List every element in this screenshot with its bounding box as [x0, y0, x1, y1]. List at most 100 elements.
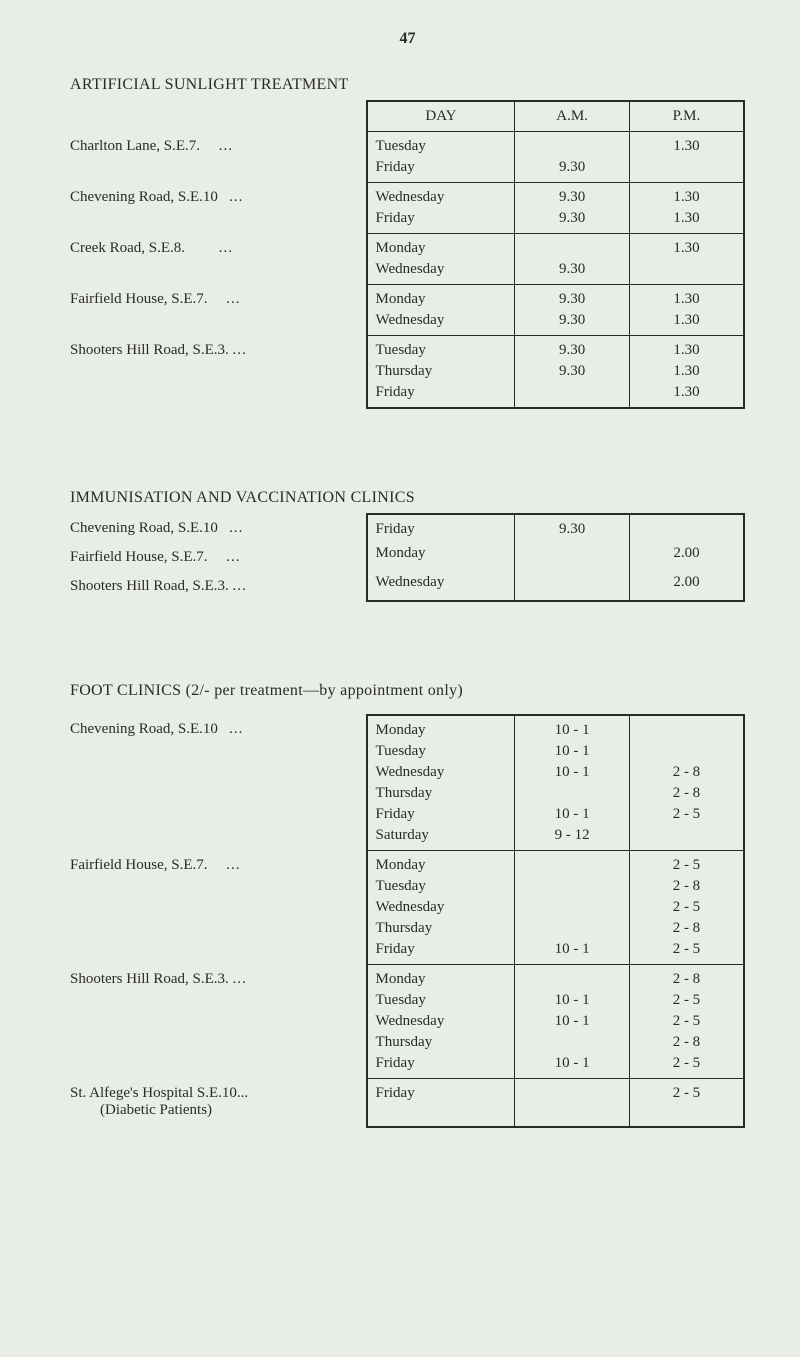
day-cell: Tuesday	[367, 741, 515, 762]
pm-cell: 2 - 5	[629, 897, 744, 918]
am-cell: 10 - 1	[515, 741, 630, 762]
pm-cell: 2 - 5	[629, 851, 744, 877]
location-cell: Fairfield House, S.E.7. ...	[70, 543, 367, 572]
pm-cell: 1.30	[629, 310, 744, 336]
location-cell: Shooters Hill Road, S.E.3. ...	[70, 965, 367, 1079]
am-cell: 10 - 1	[515, 715, 630, 741]
am-cell	[515, 234, 630, 260]
pm-cell: 2.00	[629, 572, 744, 601]
table-header-row: DAY A.M. P.M.	[70, 101, 744, 132]
day-cell: Friday	[367, 208, 515, 234]
pm-cell: 2 - 5	[629, 804, 744, 825]
pm-cell: 1.30	[629, 132, 744, 158]
am-cell: 9.30	[515, 310, 630, 336]
section-immunisation: IMMUNISATION AND VACCINATION CLINICS Che…	[70, 489, 745, 602]
day-cell: Monday	[367, 543, 515, 572]
day-cell: Monday	[367, 285, 515, 311]
table-row: Shooters Hill Road, S.E.3. ... Monday 2 …	[70, 965, 744, 991]
section-heading: ARTIFICIAL SUNLIGHT TREATMENT	[70, 76, 745, 94]
pm-cell: 2 - 8	[629, 876, 744, 897]
day-cell: Tuesday	[367, 876, 515, 897]
day-cell: Tuesday	[367, 336, 515, 362]
table-row: Creek Road, S.E.8. ... Monday 1.30	[70, 234, 744, 260]
section-heading: IMMUNISATION AND VACCINATION CLINICS	[70, 489, 745, 507]
location-cell: Fairfield House, S.E.7. ...	[70, 285, 367, 336]
location-cell: Chevening Road, S.E.10 ...	[70, 514, 367, 543]
location-cell: Creek Road, S.E.8. ...	[70, 234, 367, 285]
pm-cell	[629, 715, 744, 741]
am-cell: 9.30	[515, 514, 630, 543]
day-cell: Friday	[367, 157, 515, 183]
pm-cell	[629, 157, 744, 183]
pm-cell: 1.30	[629, 183, 744, 209]
am-cell: 9.30	[515, 285, 630, 311]
day-cell: Monday	[367, 851, 515, 877]
location-cell: St. Alfege's Hospital S.E.10... (Diabeti…	[70, 1079, 367, 1128]
header-pm: P.M.	[629, 101, 744, 132]
pm-cell: 2 - 8	[629, 918, 744, 939]
am-cell: 10 - 1	[515, 1011, 630, 1032]
day-cell: Monday	[367, 715, 515, 741]
am-cell: 10 - 1	[515, 939, 630, 965]
am-cell: 10 - 1	[515, 1053, 630, 1079]
pm-cell: 2.00	[629, 543, 744, 572]
pm-cell: 2 - 5	[629, 1079, 744, 1109]
am-cell: 9.30	[515, 361, 630, 382]
day-cell: Friday	[367, 1079, 515, 1109]
location-cell: Charlton Lane, S.E.7. ...	[70, 132, 367, 183]
location-cell: Shooters Hill Road, S.E.3. ...	[70, 572, 367, 601]
location-cell: Fairfield House, S.E.7. ...	[70, 851, 367, 965]
schedule-table-artificial-sunlight: DAY A.M. P.M. Charlton Lane, S.E.7. ... …	[70, 100, 745, 409]
day-cell: Wednesday	[367, 897, 515, 918]
am-cell: 10 - 1	[515, 804, 630, 825]
am-cell	[515, 1079, 630, 1109]
schedule-table-foot-clinics: Chevening Road, S.E.10 ... Monday 10 - 1…	[70, 714, 745, 1128]
pm-cell	[629, 741, 744, 762]
table-row: Shooters Hill Road, S.E.3. ... Tuesday 9…	[70, 336, 744, 362]
day-cell: Friday	[367, 804, 515, 825]
am-cell	[515, 572, 630, 601]
day-cell: Tuesday	[367, 132, 515, 158]
day-cell: Friday	[367, 939, 515, 965]
am-cell	[515, 382, 630, 408]
table-row: St. Alfege's Hospital S.E.10... (Diabeti…	[70, 1079, 744, 1109]
day-cell: Wednesday	[367, 1011, 515, 1032]
am-cell	[515, 1032, 630, 1053]
pm-cell: 2 - 8	[629, 762, 744, 783]
day-cell: Friday	[367, 514, 515, 543]
pm-cell: 1.30	[629, 285, 744, 311]
day-cell: Saturday	[367, 825, 515, 851]
pm-cell	[629, 514, 744, 543]
am-cell	[515, 543, 630, 572]
pm-cell: 1.30	[629, 234, 744, 260]
location-cell: Chevening Road, S.E.10 ...	[70, 183, 367, 234]
day-cell: Monday	[367, 234, 515, 260]
section-artificial-sunlight: ARTIFICIAL SUNLIGHT TREATMENT DAY A.M. P…	[70, 76, 745, 409]
table-row: Fairfield House, S.E.7. ... Monday 2.00	[70, 543, 744, 572]
section-foot-clinics: FOOT CLINICS (2/- per treatment—by appoi…	[70, 682, 745, 1128]
page-number: 47	[70, 30, 745, 48]
pm-cell: 2 - 5	[629, 1053, 744, 1079]
section-heading: FOOT CLINICS (2/- per treatment—by appoi…	[70, 682, 745, 700]
location-subtext: (Diabetic Patients)	[70, 1102, 366, 1119]
am-cell: 10 - 1	[515, 990, 630, 1011]
day-cell: Thursday	[367, 783, 515, 804]
table-row: Chevening Road, S.E.10 ... Friday 9.30	[70, 514, 744, 543]
location-cell: Chevening Road, S.E.10 ...	[70, 715, 367, 851]
day-cell: Wednesday	[367, 259, 515, 285]
day-cell: Thursday	[367, 361, 515, 382]
am-cell: 9.30	[515, 157, 630, 183]
am-cell	[515, 965, 630, 991]
table-row: Shooters Hill Road, S.E.3. ... Wednesday…	[70, 572, 744, 601]
day-cell: Thursday	[367, 1032, 515, 1053]
am-cell: 10 - 1	[515, 762, 630, 783]
am-cell	[515, 132, 630, 158]
pm-cell: 2 - 5	[629, 990, 744, 1011]
pm-cell: 1.30	[629, 361, 744, 382]
header-am: A.M.	[515, 101, 630, 132]
am-cell: 9 - 12	[515, 825, 630, 851]
day-cell: Friday	[367, 382, 515, 408]
page-container: 47 ARTIFICIAL SUNLIGHT TREATMENT DAY A.M…	[0, 0, 800, 1357]
am-cell	[515, 783, 630, 804]
pm-cell: 2 - 8	[629, 783, 744, 804]
